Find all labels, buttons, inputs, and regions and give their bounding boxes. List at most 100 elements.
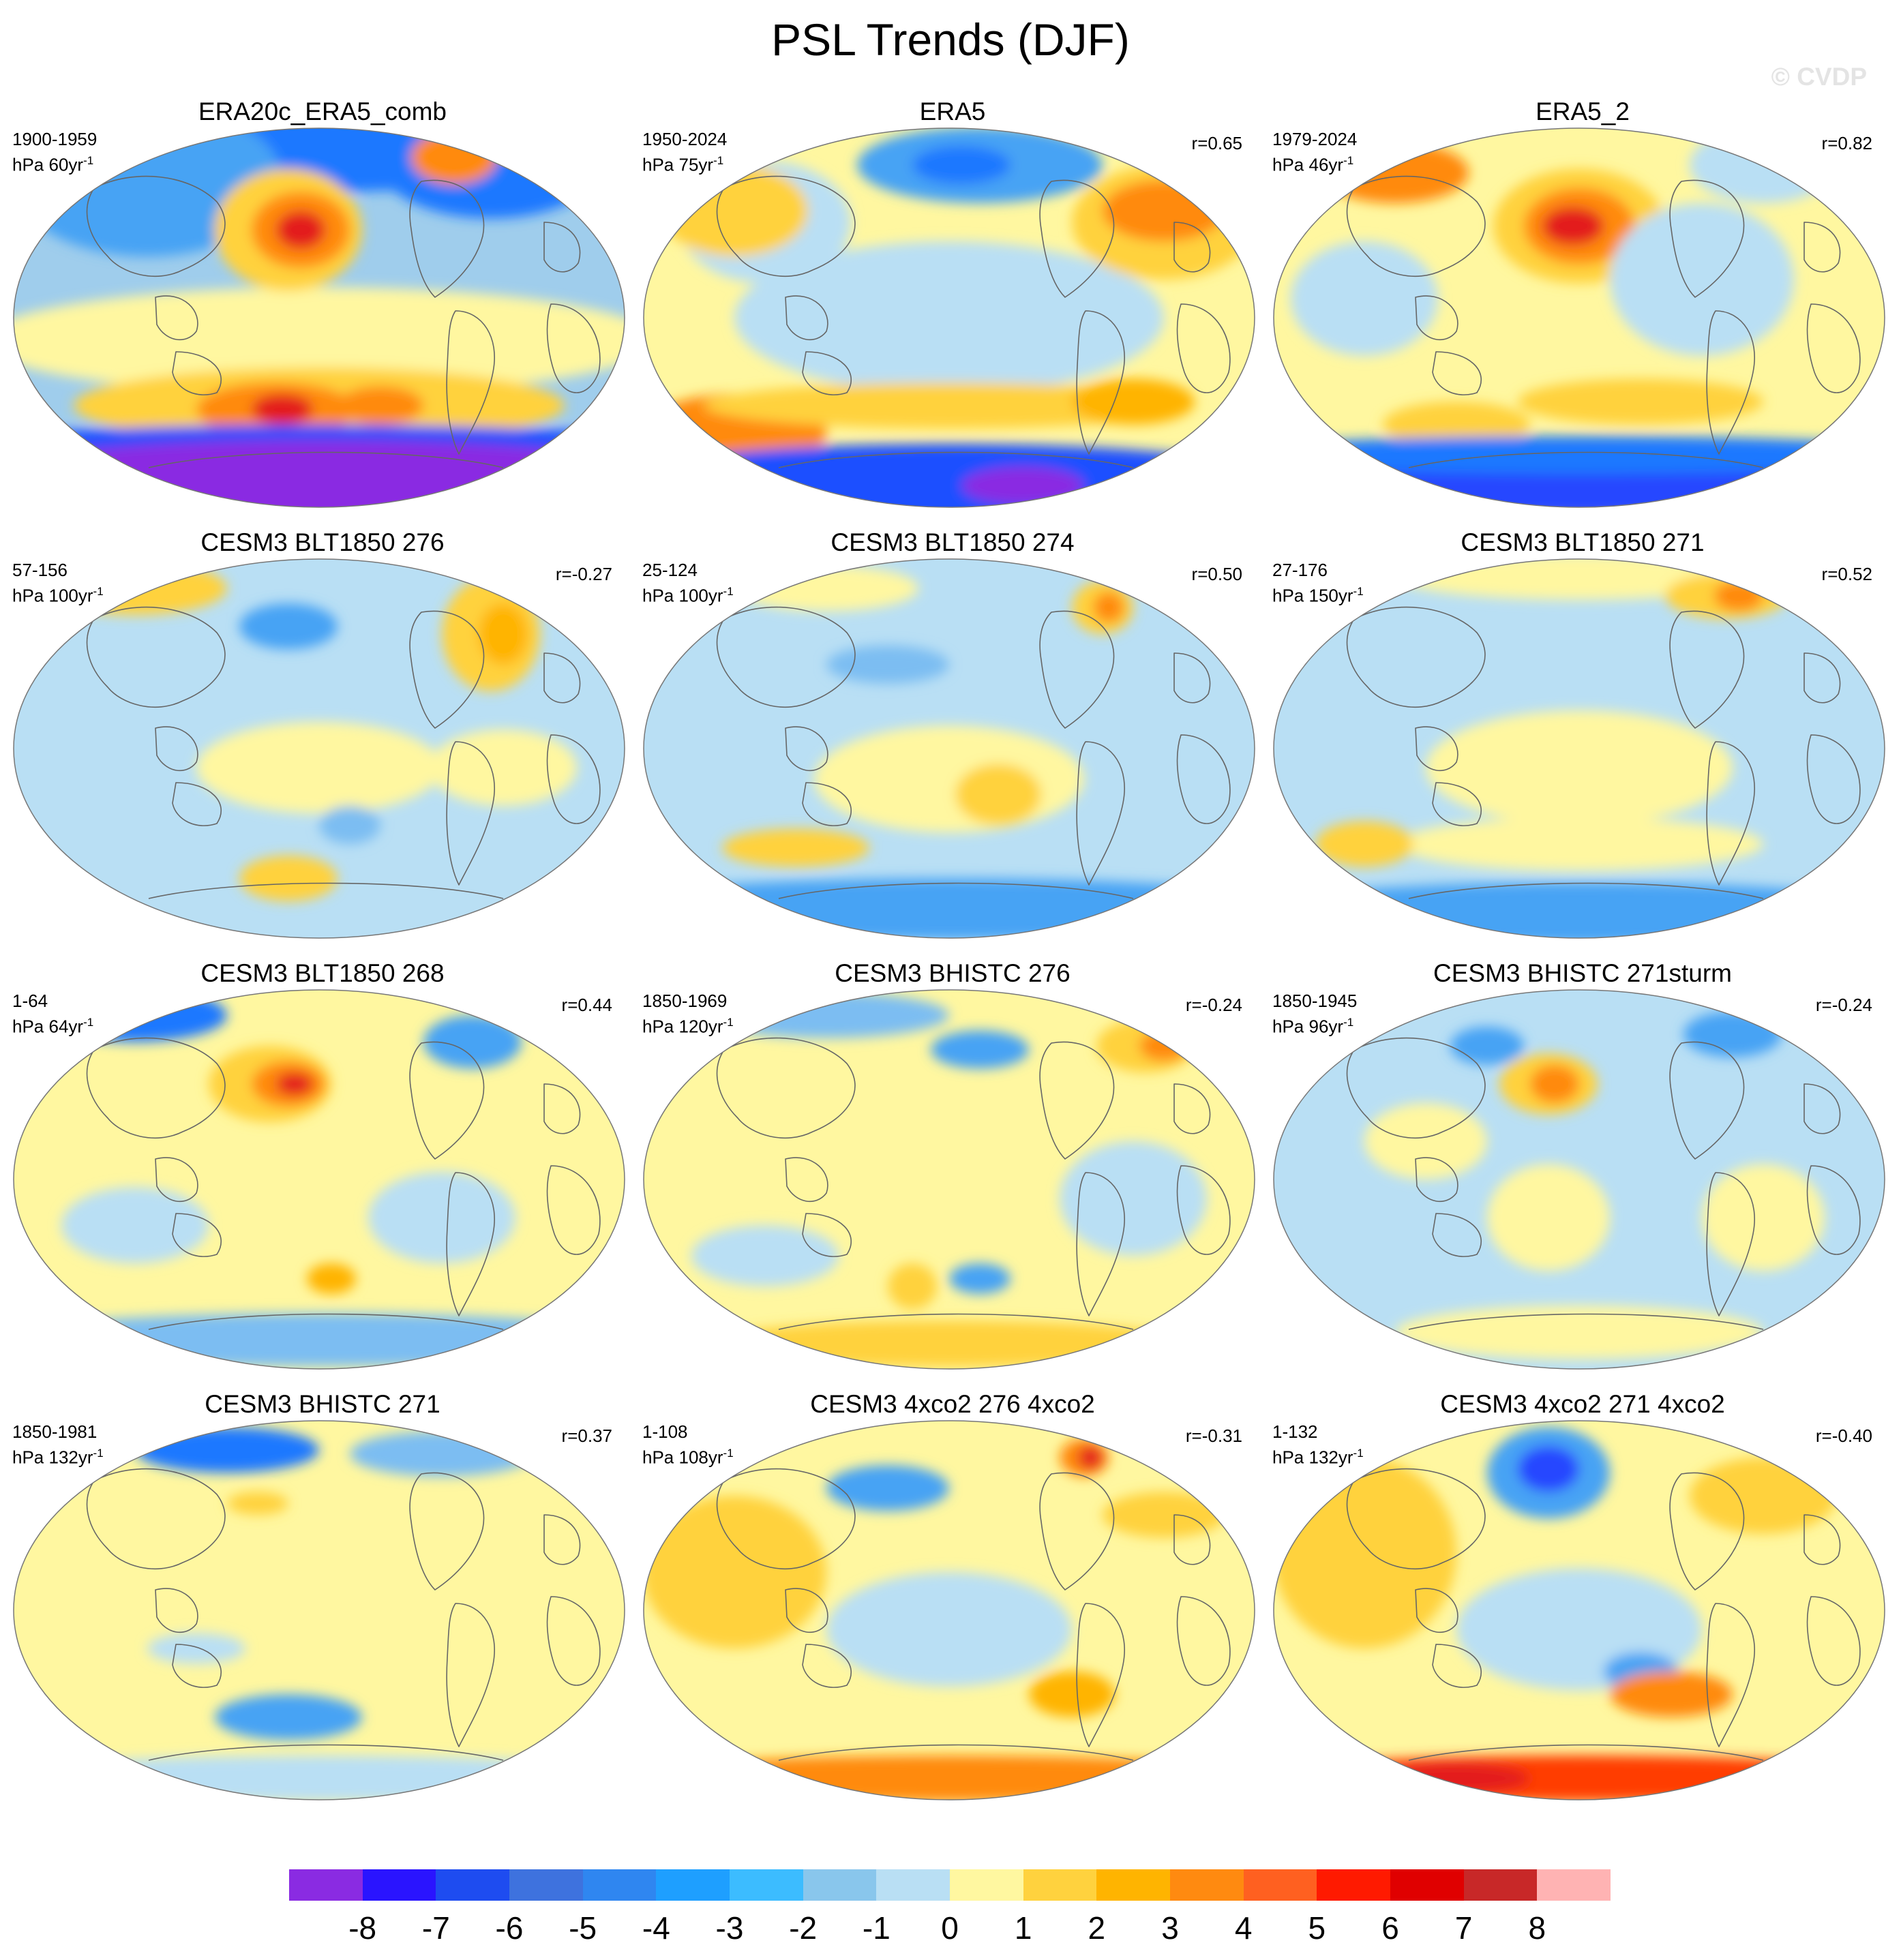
map-panel: CESM3 BHISTC 271sturm 1850-1945 hPa 96yr-1…: [1272, 959, 1893, 1391]
trend-map: [643, 1420, 1255, 1800]
trend-anomaly: [307, 1263, 356, 1294]
coastline: [172, 1213, 222, 1257]
colorbar-box: [803, 1869, 877, 1901]
trend-anomaly: [239, 855, 338, 901]
colorbar-tick-label: 6: [1381, 1910, 1399, 1946]
coastline: [1415, 295, 1458, 341]
coastline: [716, 1468, 856, 1570]
coastline: [1176, 1596, 1231, 1686]
map-border: [643, 127, 1255, 508]
colorbar-tick-label: 3: [1161, 1910, 1179, 1946]
map-border: [643, 558, 1255, 939]
coastline: [1076, 1172, 1125, 1316]
trend-anomaly: [734, 241, 1164, 394]
coastline: [802, 351, 852, 395]
colorbar-tick-label: 4: [1234, 1910, 1253, 1946]
trend-anomaly: [1274, 1755, 1885, 1800]
coastline: [1803, 222, 1841, 273]
coastline: [543, 1514, 581, 1565]
panel-correlation: r=0.50: [1191, 564, 1242, 584]
panel-units: hPa 108yr-1: [642, 1447, 734, 1468]
coastline: [1176, 1165, 1231, 1255]
colorbar-tick-label: 2: [1088, 1910, 1106, 1946]
coastline: [446, 310, 495, 455]
coastline: [778, 1744, 1134, 1761]
coastline: [1803, 652, 1841, 704]
trend-anomaly: [1383, 1763, 1530, 1794]
coastline: [409, 1472, 485, 1590]
trend-anomaly: [734, 565, 918, 612]
panel-title: CESM3 4xco2 276 4xco2: [810, 1390, 1095, 1418]
map-panel: CESM3 BHISTC 276 1850-1969 hPa 120yr-1 r=-0…: [642, 959, 1263, 1391]
panel-units: hPa 132yr-1: [12, 1447, 104, 1468]
colorbar-box: [1023, 1869, 1097, 1901]
map-border: [1273, 1420, 1885, 1800]
panel-units: hPa 96yr-1: [1272, 1016, 1354, 1037]
trend-anomaly: [1274, 882, 1885, 938]
trend-anomaly: [1690, 128, 1837, 203]
trend-anomaly: [14, 287, 625, 395]
trend-anomaly: [826, 1465, 949, 1511]
panel-period: 1-108: [642, 1421, 688, 1442]
trend-anomaly: [814, 725, 1084, 833]
trend-map: [1273, 127, 1885, 508]
trend-anomaly: [1610, 1671, 1733, 1717]
panel-units: hPa 100yr-1: [642, 585, 734, 606]
trend-map: [643, 558, 1255, 939]
trend-anomaly: [215, 1694, 362, 1740]
trend-anomaly: [1093, 592, 1124, 623]
coastline: [155, 1157, 198, 1203]
panel-title: ERA5: [919, 97, 986, 125]
figure-title: PSL Trends (DJF): [771, 14, 1130, 65]
trend-anomaly: [1714, 580, 1763, 612]
trend-map: [1273, 1420, 1885, 1800]
trend-anomaly: [350, 1430, 534, 1477]
panel-correlation: r=0.52: [1821, 564, 1872, 584]
trend-anomaly: [1610, 203, 1794, 356]
map-border: [13, 989, 625, 1370]
coastline: [802, 782, 852, 826]
panel-units: hPa 132yr-1: [1272, 1447, 1364, 1468]
trend-anomaly: [1029, 1671, 1115, 1717]
trend-anomaly: [43, 561, 227, 615]
coastline: [1039, 179, 1115, 298]
trend-anomaly: [147, 1633, 245, 1664]
coastline: [86, 1468, 226, 1570]
trend-anomaly: [423, 1015, 522, 1069]
panel-title: CESM3 BLT1850 274: [830, 528, 1075, 556]
panel-period: 1-132: [1272, 1421, 1318, 1442]
panel-correlation: r=-0.27: [555, 564, 612, 584]
trend-anomaly: [644, 443, 1255, 507]
trend-anomaly: [411, 130, 497, 184]
coastline: [148, 451, 504, 468]
watermark: © CVDP: [1771, 63, 1867, 91]
coastline: [1076, 1603, 1125, 1747]
map-border: [1273, 127, 1885, 508]
trend-anomaly: [661, 165, 808, 257]
coastline: [148, 1313, 504, 1330]
map-border: [1273, 558, 1885, 939]
coastline: [546, 1165, 601, 1255]
map-panel: CESM3 BLT1850 276 57-156 hPa 100yr-1 r=-0.2…: [12, 528, 633, 960]
coastline: [155, 295, 198, 341]
coastline: [1803, 1083, 1841, 1134]
colorbar-box: [1463, 1869, 1538, 1901]
trend-anomaly: [826, 645, 949, 684]
coastline: [446, 1172, 495, 1316]
coastline: [155, 1588, 198, 1633]
colorbar-box: [436, 1869, 510, 1901]
trend-anomaly: [1690, 1458, 1837, 1534]
coastline: [86, 175, 226, 277]
coastline: [1173, 652, 1211, 704]
panel-correlation: r=-0.40: [1815, 1426, 1872, 1446]
coastline: [785, 295, 828, 341]
colorbar-tick-label: 0: [941, 1910, 959, 1946]
colorbar-tick-label: -8: [348, 1910, 377, 1946]
trend-anomaly: [704, 1321, 1195, 1367]
coastline: [785, 1157, 828, 1203]
coastline: [716, 606, 856, 708]
coastline: [1176, 734, 1231, 824]
colorbar-tick-label: 1: [1014, 1910, 1032, 1946]
panel-units: hPa 46yr-1: [1272, 154, 1354, 175]
panel-correlation: r=-0.31: [1185, 1426, 1242, 1446]
